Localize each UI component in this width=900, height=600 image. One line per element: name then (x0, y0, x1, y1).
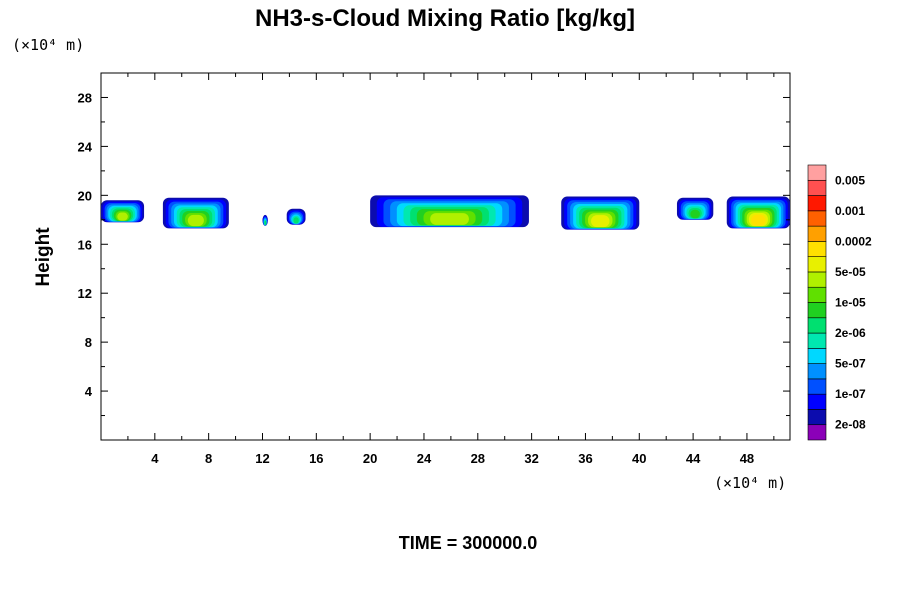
colorbar-swatch (807, 210, 827, 227)
cloud-contour-band (264, 220, 267, 226)
x-tick-label: 40 (632, 451, 646, 466)
x-tick-label: 24 (417, 451, 432, 466)
colorbar-swatch (807, 317, 827, 334)
y-tick-label: 16 (78, 237, 92, 252)
y-tick-label: 20 (78, 188, 92, 203)
y-axis-title: Height (33, 227, 54, 287)
cloud-contour-band (591, 215, 610, 228)
colorbar-swatch (807, 256, 827, 273)
cloud-region (676, 197, 714, 220)
cloud-region (162, 197, 229, 229)
cloud-contour-band (293, 217, 299, 224)
cloud-contour-band (690, 209, 700, 219)
cloud-region (561, 196, 640, 230)
cloud-region (101, 200, 145, 223)
colorbar-swatch (807, 195, 827, 212)
colorbar-label: 2e-08 (835, 418, 866, 432)
colorbar-swatch (807, 271, 827, 288)
x-tick-label: 8 (205, 451, 212, 466)
cloud-contour-band (117, 212, 128, 221)
colorbar-swatch (807, 363, 827, 380)
colorbar: 2e-08 1e-07 5e-07 2e-06 1e-05 5e-05 0.0002 0.00… (807, 164, 872, 441)
cloud-contour-band (430, 213, 469, 225)
y-tick-label: 12 (78, 286, 92, 301)
colorbar-swatch (807, 378, 827, 395)
plot-area (100, 72, 791, 441)
colorbar-swatch (807, 332, 827, 349)
y-tick-label: 28 (78, 90, 92, 105)
colorbar-swatch (807, 302, 827, 319)
x-tick-label: 48 (740, 451, 754, 466)
colorbar-label: 0.001 (835, 204, 865, 218)
cloud-region (286, 208, 306, 225)
colorbar-label: 2e-06 (835, 326, 866, 340)
x-tick-label: 32 (524, 451, 538, 466)
y-tick-label: 8 (85, 335, 92, 350)
colorbar-swatch (807, 286, 827, 303)
x-tick-label: 12 (255, 451, 269, 466)
x-tick-label: 4 (151, 451, 159, 466)
cloud-region (262, 214, 268, 226)
cloud-contour-band (751, 214, 766, 227)
colorbar-swatch (807, 393, 827, 410)
colorbar-swatch (807, 241, 827, 257)
y-tick-label: 4 (85, 384, 93, 399)
time-label: TIME = 300000.0 (399, 533, 538, 553)
x-tick-label: 28 (471, 451, 485, 466)
colorbar-label: 1e-07 (835, 387, 866, 401)
x-tick-label: 36 (578, 451, 592, 466)
y-unit-label: (×10⁴ m) (12, 36, 84, 54)
colorbar-label: 0.0002 (835, 234, 872, 248)
colorbar-label: 1e-05 (835, 296, 866, 310)
x-tick-label: 20 (363, 451, 377, 466)
cloud-region (726, 196, 790, 229)
x-tick-label: 16 (309, 451, 323, 466)
y-axis: 4 8 12 16 20 24 28 (78, 90, 790, 417)
x-axis: 4 8 12 16 20 24 28 32 36 40 44 48 (127, 73, 775, 466)
colorbar-swatch (807, 348, 827, 364)
y-tick-label: 24 (78, 139, 93, 154)
colorbar-label: 5e-05 (835, 265, 866, 279)
x-unit-label: (×10⁴ m) (714, 474, 786, 492)
colorbar-swatch (807, 164, 827, 181)
cloud-region (370, 195, 529, 228)
colorbar-swatch (807, 409, 827, 426)
cloud-contour-band (187, 214, 204, 227)
colorbar-swatch (807, 424, 827, 441)
x-tick-label: 44 (686, 451, 701, 466)
colorbar-swatch (807, 179, 827, 196)
chart-title: NH3-s-Cloud Mixing Ratio [kg/kg] (255, 5, 635, 32)
colorbar-label: 5e-07 (835, 357, 866, 371)
colorbar-label: 0.005 (835, 173, 865, 187)
cloud-field (101, 195, 790, 230)
colorbar-swatch (807, 225, 827, 242)
